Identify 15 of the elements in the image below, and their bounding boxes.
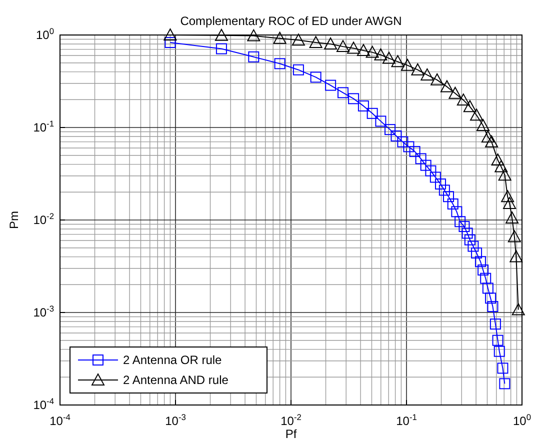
x-tick-label: 10$^{-3}$ xyxy=(165,412,186,428)
x-axis-title: Pf xyxy=(285,427,298,441)
x-tick-label: 10$^{-2}$ xyxy=(280,412,302,428)
x-tick-label: 10$^{0}$ xyxy=(512,412,532,428)
x-tick-label: 10$^{-4}$ xyxy=(50,412,71,428)
y-tick-label: 10$^{-3}$ xyxy=(33,304,54,320)
y-tick-label: 10$^{-4}$ xyxy=(33,396,54,412)
legend-label: 2 Antenna OR rule xyxy=(123,353,222,368)
y-tick-label: 10$^{-1}$ xyxy=(33,118,54,135)
legend-label: 2 Antenna AND rule xyxy=(123,373,229,388)
y-axis-title: Pm xyxy=(7,210,21,229)
x-tick-label: 10$^{-1}$ xyxy=(396,412,418,428)
y-tick-label: 10$^{-2}$ xyxy=(33,211,54,228)
y-tick-label: 10$^{0}$ xyxy=(36,26,54,42)
chart-title: Complementary ROC of ED under AWGN xyxy=(180,14,402,28)
